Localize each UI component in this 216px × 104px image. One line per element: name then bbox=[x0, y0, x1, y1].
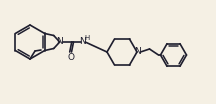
Text: H: H bbox=[85, 35, 90, 41]
Text: O: O bbox=[67, 53, 74, 62]
Text: N: N bbox=[56, 38, 63, 46]
Text: N: N bbox=[79, 37, 86, 46]
Text: N: N bbox=[134, 48, 141, 56]
